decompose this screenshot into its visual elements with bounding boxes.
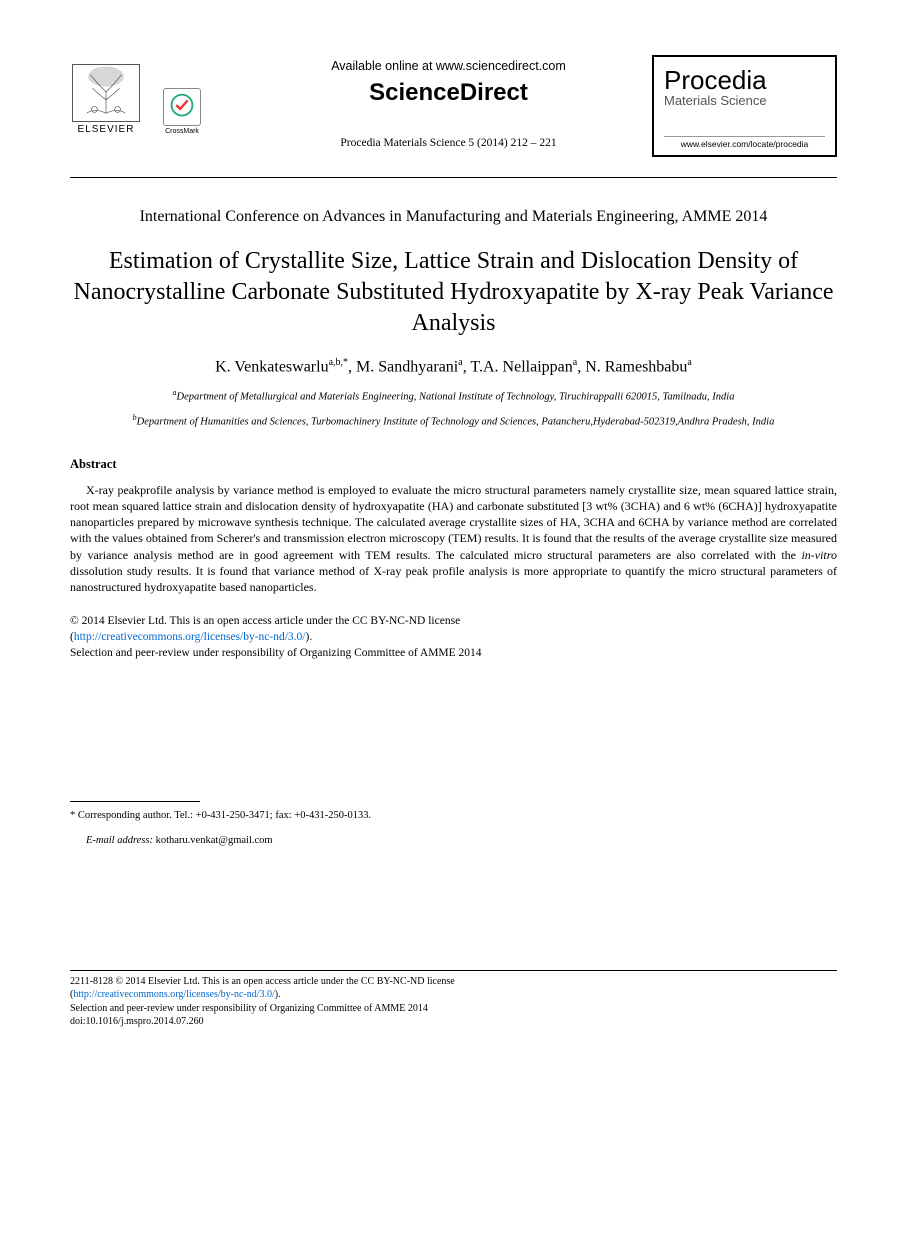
license-link[interactable]: http://creativecommons.org/licenses/by-n… [74, 631, 306, 643]
elsevier-label: ELSEVIER [78, 124, 135, 135]
elsevier-logo: ELSEVIER [70, 55, 142, 135]
journal-name: Procedia [664, 67, 825, 93]
author-4-affil: a [687, 357, 691, 368]
author-3-affil: a [573, 357, 577, 368]
corresponding-author-note: * Corresponding author. Tel.: +0-431-250… [70, 808, 837, 850]
affiliation-b: bDepartment of Humanities and Sciences, … [70, 413, 837, 429]
abstract-body: X-ray peakprofile analysis by variance m… [70, 482, 837, 595]
author-list: K. Venkateswarlua,b,*, M. Sandhyarania, … [70, 357, 837, 376]
copyright-line1: © 2014 Elsevier Ltd. This is an open acc… [70, 615, 460, 627]
crossmark-badge[interactable]: CrossMark [160, 79, 204, 135]
conference-name: International Conference on Advances in … [70, 206, 837, 228]
affil-b-text: Department of Humanities and Sciences, T… [137, 416, 775, 427]
author-4: N. Rameshbabu [585, 358, 687, 375]
journal-url: www.elsevier.com/locate/procedia [664, 136, 825, 149]
footer-license-link[interactable]: http://creativecommons.org/licenses/by-n… [73, 989, 274, 1000]
elsevier-tree-icon [72, 64, 140, 122]
center-header: Available online at www.sciencedirect.co… [245, 55, 652, 149]
footer-peer-line: Selection and peer-review under responsi… [70, 1003, 428, 1014]
abstract-pre: X-ray peakprofile analysis by variance m… [70, 483, 837, 562]
author-1: K. Venkateswarlu [215, 358, 328, 375]
peer-review-line: Selection and peer-review under responsi… [70, 647, 482, 659]
author-2-affil: a [458, 357, 462, 368]
publisher-logos: ELSEVIER CrossMark [70, 55, 245, 135]
email-label: E-mail address: [86, 835, 153, 846]
crossmark-label: CrossMark [165, 128, 199, 135]
journal-box: Procedia Materials Science www.elsevier.… [652, 55, 837, 157]
available-online-text: Available online at www.sciencedirect.co… [245, 59, 652, 73]
citation-line: Procedia Materials Science 5 (2014) 212 … [245, 137, 652, 149]
author-2: M. Sandhyarani [356, 358, 458, 375]
doi-line: doi:10.1016/j.mspro.2014.07.260 [70, 1016, 204, 1027]
abstract-heading: Abstract [70, 457, 837, 472]
header-rule [70, 177, 837, 178]
journal-subtitle: Materials Science [664, 93, 825, 108]
footer-block: 2211-8128 © 2014 Elsevier Ltd. This is a… [70, 975, 837, 1029]
affil-a-text: Department of Metallurgical and Material… [177, 392, 735, 403]
corr-author-text: * Corresponding author. Tel.: +0-431-250… [70, 808, 837, 825]
sciencedirect-logo: ScienceDirect [245, 79, 652, 107]
header-row: ELSEVIER CrossMark Available online at w… [70, 55, 837, 157]
footnote-rule [70, 801, 200, 802]
bottom-rule [70, 970, 837, 971]
crossmark-icon [163, 88, 201, 126]
copyright-block: © 2014 Elsevier Ltd. This is an open acc… [70, 613, 837, 661]
abstract-italic: in-vitro [801, 548, 837, 562]
issn-line: 2211-8128 © 2014 Elsevier Ltd. This is a… [70, 976, 455, 987]
affiliation-a: aDepartment of Metallurgical and Materia… [70, 388, 837, 404]
article-title: Estimation of Crystallite Size, Lattice … [70, 246, 837, 340]
author-3: T.A. Nellaippan [470, 358, 572, 375]
author-1-affil: a,b,* [329, 357, 348, 368]
email-value: kotharu.venkat@gmail.com [156, 835, 273, 846]
abstract-post: dissolution study results. It is found t… [70, 564, 837, 594]
